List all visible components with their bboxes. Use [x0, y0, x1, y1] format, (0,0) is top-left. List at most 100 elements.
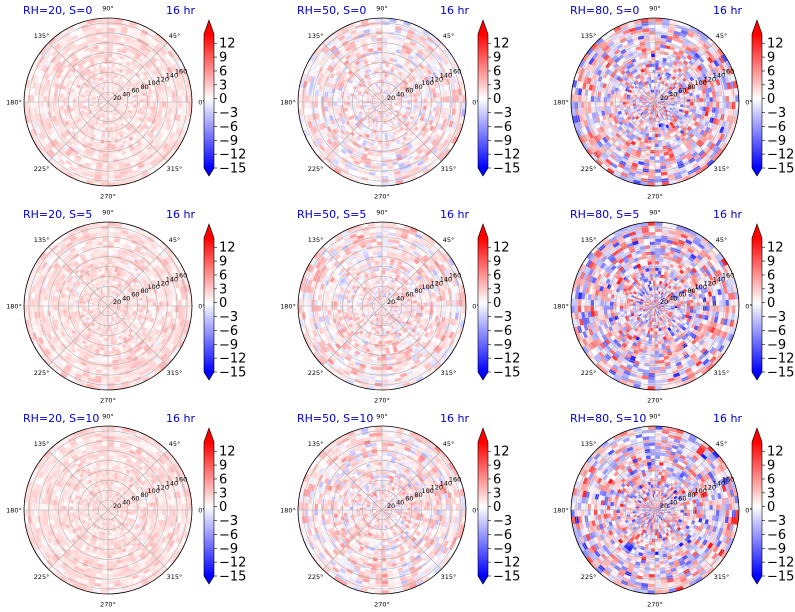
angular-gridline — [107, 101, 168, 162]
colorbar-segment — [204, 74, 214, 78]
colorbar-segment — [204, 154, 214, 158]
heat-cell — [680, 101, 685, 105]
heat-cell — [43, 101, 48, 108]
heat-cell — [317, 101, 322, 108]
colorbar-tick-label: −9 — [219, 134, 238, 149]
heat-cell — [628, 99, 633, 103]
angle-tick-label: 90° — [376, 5, 388, 13]
heat-cell — [381, 37, 388, 42]
heat-cell — [654, 72, 658, 77]
heat-cell — [320, 96, 325, 103]
heat-cell — [376, 37, 383, 42]
heat-cell — [107, 159, 114, 164]
heat-cell — [654, 56, 660, 61]
heat-cell — [59, 101, 64, 107]
heat-cell — [52, 101, 57, 108]
time-label: 16 hr — [166, 4, 195, 17]
angle-tick-label: 135° — [34, 32, 50, 40]
heat-cell — [102, 162, 109, 167]
heat-cell — [346, 98, 351, 103]
heat-cell — [155, 101, 161, 107]
heat-cell — [49, 96, 54, 103]
colorbar-tick-label: −9 — [493, 134, 512, 149]
heat-cell — [650, 143, 656, 148]
heat-cell — [376, 159, 383, 164]
heat-cell — [654, 143, 660, 148]
heat-cell — [107, 37, 114, 42]
colorbar-extend-max — [478, 20, 488, 34]
heat-cell — [52, 96, 57, 103]
heat-cell — [149, 101, 154, 107]
heat-cell — [107, 56, 113, 61]
panel-title: RH=50, S=0 — [297, 4, 366, 17]
colorbar-segment — [204, 80, 214, 84]
colorbar-segment — [204, 147, 214, 151]
heat-cell — [162, 101, 167, 108]
heat-cell — [107, 156, 114, 161]
colorbar-segment — [204, 38, 214, 42]
heat-cell — [442, 96, 447, 103]
heat-cell — [159, 101, 164, 108]
heat-cell — [446, 95, 451, 103]
heat-cell — [417, 101, 422, 106]
colorbar-segment — [204, 67, 214, 71]
heat-cell — [615, 98, 620, 103]
colorbar-extend-max — [204, 20, 214, 34]
heat-cell — [677, 101, 682, 105]
heat-cell — [78, 99, 83, 103]
heat-cell — [436, 101, 441, 108]
heat-cell — [49, 101, 54, 108]
colorbar-tick-label: −15 — [493, 162, 520, 177]
angle-tick-label: 315° — [167, 165, 183, 173]
angle-tick-label: 225° — [308, 165, 324, 173]
colorbar-segment — [204, 141, 214, 145]
heat-cell — [439, 96, 444, 103]
colorbar-segment — [204, 116, 214, 120]
heat-cell — [102, 153, 109, 158]
heat-cell — [336, 97, 341, 103]
colorbar-segment — [204, 118, 214, 122]
heat-cell — [68, 98, 73, 103]
angle-tick-label: 315° — [441, 165, 457, 173]
heat-cell — [651, 133, 656, 138]
heat-cell — [43, 96, 48, 103]
heat-cell — [378, 137, 383, 142]
colorbar-segment — [204, 56, 214, 60]
colorbar-segment — [204, 49, 214, 53]
heat-cell — [320, 101, 325, 108]
colorbar-segment — [204, 134, 214, 138]
heat-cell — [326, 96, 331, 103]
heat-cell — [379, 127, 383, 132]
heat-cell — [133, 101, 138, 105]
angle-tick-label: 180° — [280, 99, 296, 107]
heat-cell — [103, 146, 109, 151]
polar-panel: 0°45°90°135°180°225°270°315°20 40 60 801001… — [553, 4, 794, 201]
heat-cell — [323, 96, 328, 103]
colorbar-segment — [204, 112, 214, 115]
angular-gridline — [107, 42, 168, 103]
heat-cell — [651, 137, 656, 142]
colorbar-segment — [204, 47, 214, 51]
heat-cell — [342, 98, 347, 103]
angle-tick-label: 225° — [34, 165, 50, 173]
colorbar-segment — [204, 132, 214, 136]
colorbar-segment — [204, 123, 214, 127]
colorbar-segment — [204, 150, 214, 153]
radial-tick-label: 40 — [122, 90, 130, 98]
colorbar-tick-label: 12 — [219, 37, 236, 52]
colorbar-segment — [204, 145, 214, 149]
heat-cell — [46, 96, 51, 103]
radial-tick-label: 140 — [166, 72, 178, 80]
heat-cell — [696, 101, 701, 107]
heat-cell — [333, 97, 338, 103]
heat-cell — [55, 101, 61, 107]
heat-cell — [381, 146, 387, 151]
heat-cell — [650, 56, 656, 61]
heat-cell — [376, 46, 383, 51]
heat-cell — [323, 101, 328, 108]
colorbar-tick-label: 6 — [493, 64, 501, 79]
heat-cell — [381, 153, 388, 158]
colorbar-segment — [204, 85, 214, 89]
